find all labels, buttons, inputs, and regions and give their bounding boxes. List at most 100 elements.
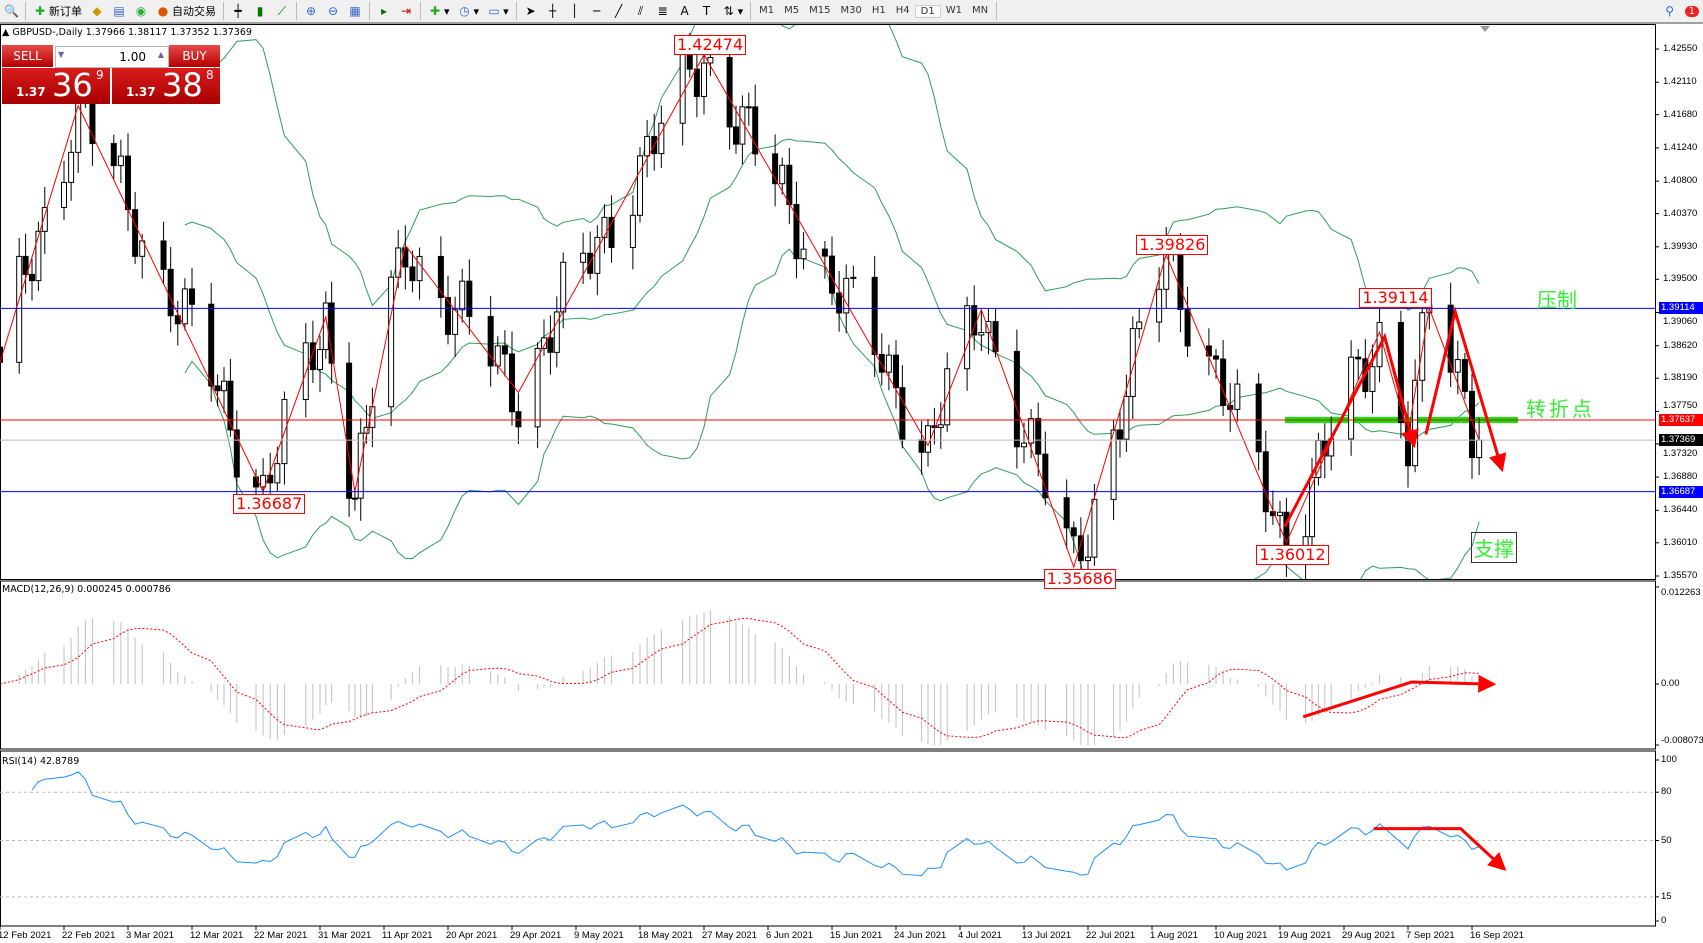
sell-price[interactable]: 1.37 36 9 <box>2 66 110 104</box>
x-tick-label: 10 Aug 2021 <box>1214 930 1268 941</box>
zoom-in-button[interactable]: ⊕ <box>305 4 317 18</box>
y-tick-label: 1.35570 <box>1663 570 1698 581</box>
zoom-out-button[interactable]: ⊖ <box>327 4 339 18</box>
x-tick-label: 3 Mar 2021 <box>126 930 175 941</box>
signals-button[interactable]: ◉ <box>135 4 147 18</box>
candle-bearish <box>328 302 335 364</box>
market-watch-button[interactable]: ▤ <box>113 4 125 18</box>
timeframe-h4[interactable]: H4 <box>895 4 910 16</box>
buy-price[interactable]: 1.37 38 8 <box>112 66 220 104</box>
x-tick-label: 15 Jun 2021 <box>830 930 883 941</box>
candle-bullish <box>850 276 857 279</box>
fibonacci-tool[interactable]: ≣ <box>657 4 668 18</box>
y-tick-label: 1.41680 <box>1663 108 1698 120</box>
cursor-tool[interactable]: ➤ <box>525 4 536 18</box>
increase-lot-icon[interactable]: ▲ <box>157 50 164 59</box>
x-tick-label: 16 Sep 2021 <box>1470 930 1524 941</box>
price-layer <box>0 25 1518 579</box>
price-tag-1.39114: 1.39114 <box>1659 302 1703 315</box>
notifications-button[interactable]: 1 <box>1681 1 1703 21</box>
lot-stepper[interactable]: ▼ 1.00 ▲ <box>55 46 169 68</box>
timeframe-h1[interactable]: H1 <box>871 4 886 16</box>
text-label-tool[interactable]: T <box>702 4 711 18</box>
candle-bearish <box>1469 390 1475 459</box>
timeframe-m15[interactable]: M15 <box>809 4 831 16</box>
candle-bullish <box>1110 429 1117 500</box>
divider <box>369 2 370 20</box>
x-tick-label: 12 Mar 2021 <box>190 930 244 941</box>
candle-bearish <box>1042 453 1049 499</box>
buy-button[interactable]: BUY <box>169 45 220 67</box>
tile-windows-button[interactable]: ▦ <box>349 4 361 18</box>
price-tag-1.37637: 1.37637 <box>1659 413 1703 426</box>
indicators-button[interactable]: ✚ ▾ <box>429 4 450 18</box>
auto-scroll-button[interactable]: ▸ <box>380 4 388 18</box>
x-tick-label: 18 May 2021 <box>638 930 693 941</box>
vertical-line-tool[interactable]: │ <box>570 4 579 18</box>
templates-button[interactable]: ▭ ▾ <box>488 4 509 18</box>
horizontal-line-tool[interactable]: ─ <box>592 4 601 18</box>
candle-bullish <box>800 248 807 260</box>
candle-bullish <box>580 252 587 263</box>
rsi-panel-frame <box>0 750 1656 927</box>
turning-point-annotation: 转折点 <box>1526 397 1595 421</box>
lot-value[interactable]: 1.00 <box>119 50 146 64</box>
trendline-tool[interactable]: ╱ <box>614 4 623 18</box>
line-chart-button[interactable]: ⟋ <box>277 4 287 18</box>
candle-bearish <box>487 315 494 367</box>
decrease-lot-icon[interactable]: ▼ <box>58 50 65 59</box>
candle-bearish <box>132 209 139 257</box>
auto-trade-button[interactable]: ● 自动交易 <box>152 1 220 21</box>
candle-bullish <box>1277 511 1283 517</box>
periods-button[interactable]: ◷ ▾ <box>459 4 480 18</box>
candle-bearish <box>509 353 515 413</box>
text-tool[interactable]: A <box>680 4 689 18</box>
chart-shift-button[interactable]: ⇥ <box>400 4 412 18</box>
candle-bullish <box>679 51 686 124</box>
red-arrow-icon <box>1424 305 1507 473</box>
price-chart[interactable] <box>0 24 1703 943</box>
candle-bullish <box>985 321 992 334</box>
crosshair-tool[interactable]: ┼ <box>548 4 557 18</box>
candle-bullish <box>637 155 643 216</box>
y-tick-label: 1.36440 <box>1663 504 1698 516</box>
candle-bullish <box>1369 366 1376 392</box>
bar-chart-button[interactable]: ┿ <box>234 4 242 18</box>
candlestick-button[interactable]: ▮ <box>256 4 264 18</box>
y-tick-label: 1.38620 <box>1663 339 1698 351</box>
timeframe-d1[interactable]: D1 <box>914 4 941 18</box>
divider <box>750 2 752 20</box>
timeframe-m5[interactable]: M5 <box>784 4 800 16</box>
timeframe-mn[interactable]: MN <box>971 4 989 16</box>
candle-bullish <box>416 255 423 282</box>
candle-bullish <box>35 230 42 282</box>
macd-panel-frame <box>0 580 1656 750</box>
candle-bearish <box>22 255 29 275</box>
y-tick-label: 1.42110 <box>1663 76 1697 88</box>
timeframe-w1[interactable]: W1 <box>945 4 962 16</box>
x-tick-label: 11 Apr 2021 <box>382 930 433 941</box>
timeframe-m30[interactable]: M30 <box>840 4 862 16</box>
candle-bearish <box>899 387 906 441</box>
search-icon[interactable]: ⚲ <box>1665 4 1675 18</box>
candle-bearish <box>402 247 409 268</box>
x-tick-label: 20 Apr 2021 <box>446 930 498 941</box>
x-tick-label: 29 Apr 2021 <box>510 930 562 941</box>
candle-bearish <box>125 155 131 211</box>
zoom-icon[interactable]: 🔍 <box>4 4 19 18</box>
channel-tool[interactable]: ⫽ <box>637 4 644 18</box>
zigzag-line <box>0 53 1480 569</box>
candle-bearish <box>501 345 508 355</box>
sell-button[interactable]: SELL <box>2 45 53 67</box>
arrows-tool[interactable]: ⇅ ▾ <box>723 4 744 18</box>
candle-bullish <box>181 288 188 325</box>
timeframe-m1[interactable]: M1 <box>759 4 775 16</box>
new-order-button[interactable]: ✚ 新订单 <box>29 1 86 21</box>
candle-bullish <box>459 280 466 311</box>
collapse-icon[interactable]: ▲ <box>2 27 13 38</box>
y-tick-label: 1.36880 <box>1663 471 1698 483</box>
candle-bullish <box>274 463 281 484</box>
candle-bullish <box>351 497 358 500</box>
navigator-button[interactable]: ◆ <box>92 4 102 18</box>
candle-bearish <box>1013 350 1020 448</box>
